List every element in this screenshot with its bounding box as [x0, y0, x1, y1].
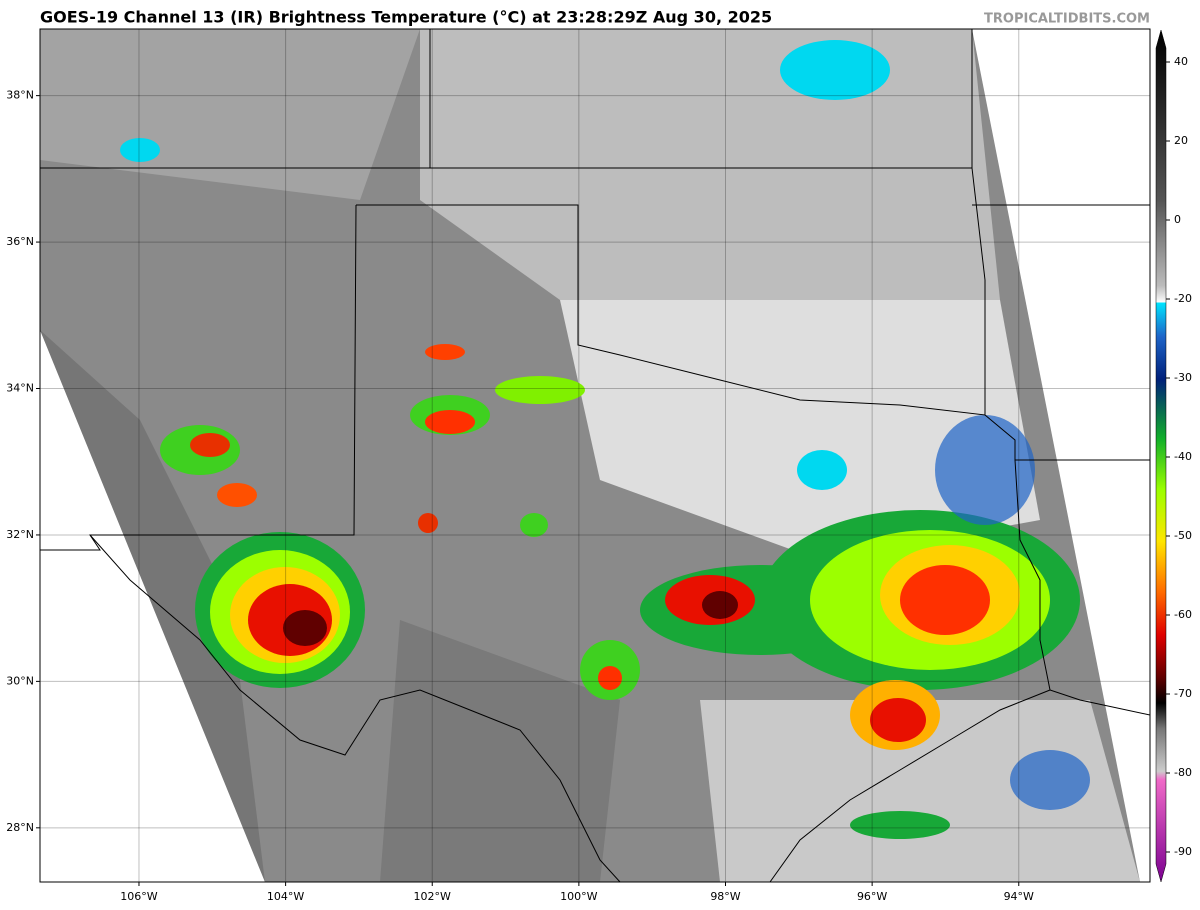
colorbar-label: -20	[1174, 292, 1192, 305]
borders	[40, 29, 1150, 882]
lat-label: 32°N	[6, 528, 34, 541]
lon-label: 106°W	[120, 890, 157, 903]
lon-label: 100°W	[560, 890, 597, 903]
lon-label: 102°W	[414, 890, 451, 903]
storm-central	[410, 344, 585, 537]
lat-label: 36°N	[6, 235, 34, 248]
lat-label: 34°N	[6, 382, 34, 395]
lon-label: 98°W	[710, 890, 740, 903]
map-frame	[39, 28, 1151, 883]
storm-east	[580, 415, 1090, 839]
colorbar-label: -40	[1174, 450, 1192, 463]
colorbar-label: -90	[1174, 845, 1192, 858]
lon-label: 94°W	[1004, 890, 1034, 903]
title: GOES-19 Channel 13 (IR) Brightness Tempe…	[40, 8, 772, 27]
storm-west	[160, 425, 365, 688]
colorbar-label: -60	[1174, 608, 1192, 621]
lon-label: 96°W	[857, 890, 887, 903]
colorbar-label: 40	[1174, 55, 1188, 68]
lat-label: 30°N	[6, 674, 34, 687]
credit: TROPICALTIDBITS.COM	[984, 12, 1150, 27]
colorbar-label: -70	[1174, 687, 1192, 700]
satellite-image	[40, 29, 1150, 882]
graticule	[40, 29, 1150, 882]
colorbar-label: -50	[1174, 529, 1192, 542]
lat-label: 38°N	[6, 89, 34, 102]
colorbar	[1155, 29, 1167, 883]
lon-label: 104°W	[267, 890, 304, 903]
colorbar-label: -80	[1174, 766, 1192, 779]
colorbar-label: -30	[1174, 371, 1192, 384]
lat-label: 28°N	[6, 821, 34, 834]
colorbar-label: 0	[1174, 213, 1181, 226]
colorbar-label: 20	[1174, 134, 1188, 147]
